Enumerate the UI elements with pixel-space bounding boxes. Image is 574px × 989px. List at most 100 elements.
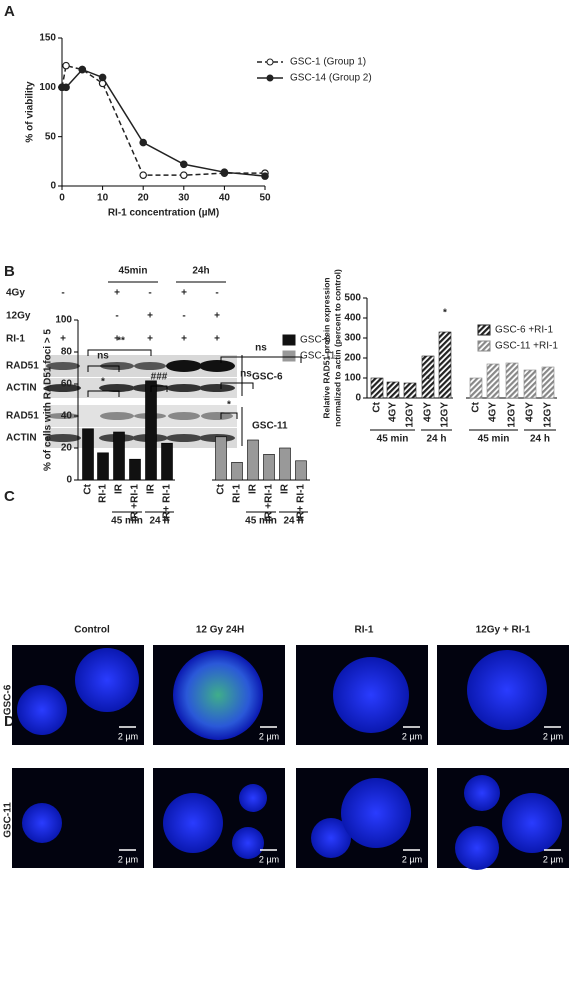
treatment-label: RI-1 xyxy=(6,334,25,345)
treatment-sign: - xyxy=(115,311,118,322)
legend-marker xyxy=(266,58,274,66)
group-label: 45 min xyxy=(245,516,277,527)
significance-bracket xyxy=(220,356,302,363)
row-label: GSC-11 xyxy=(3,802,14,838)
data-point xyxy=(139,171,148,179)
nucleus xyxy=(163,793,223,853)
data-point xyxy=(180,160,188,169)
bar xyxy=(523,369,537,399)
panel-letter: C xyxy=(4,488,15,505)
nucleus xyxy=(455,826,499,870)
x-tick-label: Ct xyxy=(83,483,94,494)
treatment-sign: + xyxy=(147,311,153,322)
y-tick-label: 0 xyxy=(50,181,56,192)
nucleus xyxy=(311,818,351,858)
legend-marker xyxy=(266,74,274,82)
band-label: ACTIN xyxy=(6,433,37,444)
nucleus xyxy=(232,827,264,859)
nucleus xyxy=(17,685,67,735)
cell-line-label: GSC-6 xyxy=(252,372,283,383)
row-label: GSC-6 xyxy=(3,684,14,715)
treatment-label: 4Gy xyxy=(6,288,25,299)
significance-bracket xyxy=(150,385,168,392)
x-tick-label: 0 xyxy=(59,193,65,204)
significance-label: * xyxy=(443,308,447,319)
bar xyxy=(82,428,94,481)
panel-letter: D xyxy=(4,713,15,730)
y-tick-label: 20 xyxy=(61,443,73,454)
x-tick-label: 50 xyxy=(259,193,271,204)
x-tick-label: 4GY xyxy=(423,402,434,422)
y-tick-label: 80 xyxy=(61,347,73,358)
data-point xyxy=(220,168,229,176)
x-tick-label: IR +RI-1 xyxy=(130,484,141,522)
y-tick-label: 100 xyxy=(55,315,72,326)
time-label: 24h xyxy=(192,266,209,277)
nucleus xyxy=(333,657,409,733)
y-tick-label: 100 xyxy=(344,373,361,384)
bar xyxy=(263,454,275,481)
significance-label: ### xyxy=(151,372,168,383)
legend-label: GSC-14 (Group 2) xyxy=(290,73,372,84)
treatment-sign: + xyxy=(114,334,120,345)
bar xyxy=(113,431,125,481)
panel-letter: A xyxy=(4,3,15,20)
scale-bar-label: 2 µm xyxy=(118,731,138,741)
y-tick-label: 0 xyxy=(66,475,72,486)
data-point xyxy=(98,73,107,82)
y-tick-label: 200 xyxy=(344,353,361,364)
y-tick-label: 100 xyxy=(39,82,56,93)
treatment-sign: + xyxy=(60,334,66,345)
significance-label: ns xyxy=(240,369,252,380)
scale-bar-label: 2 µm xyxy=(118,854,138,864)
significance-bracket xyxy=(87,349,152,356)
x-tick-label: 12GY xyxy=(440,402,451,428)
x-tick-label: IR +RI-1 xyxy=(264,484,275,522)
group-label: 45 min xyxy=(478,434,510,445)
legend-label: GSC-1 (Group 1) xyxy=(290,57,366,68)
data-point xyxy=(78,65,87,74)
x-tick-label: 40 xyxy=(219,193,231,204)
bar xyxy=(438,331,452,399)
legend-label: GSC-6 +RI-1 xyxy=(495,325,554,336)
x-tick-label: 12GY xyxy=(405,402,416,428)
legend-label: GSC-11 xyxy=(300,351,336,362)
group-label: 24 h xyxy=(530,434,550,445)
treatment-sign: - xyxy=(61,288,64,299)
band-label: RAD51 xyxy=(6,361,39,372)
x-tick-label: 4GY xyxy=(488,402,499,422)
x-tick-label: RI-1 xyxy=(232,484,243,503)
x-tick-label: 12GY xyxy=(543,402,554,428)
column-label: Control xyxy=(74,625,110,636)
treatment-sign: + xyxy=(181,288,187,299)
bar xyxy=(161,442,173,481)
y-axis-label: Relative RAD51 protein expression xyxy=(321,277,331,418)
significance-label: ** xyxy=(117,336,125,347)
band-label: RAD51 xyxy=(6,411,39,422)
column-label: RI-1 xyxy=(355,625,374,636)
nucleus xyxy=(75,648,139,712)
bar xyxy=(421,355,435,399)
bar xyxy=(247,439,259,481)
cell-line-label: GSC-11 xyxy=(252,421,288,432)
significance-bracket xyxy=(87,365,120,372)
legend-swatch xyxy=(477,340,491,352)
bar xyxy=(403,382,417,399)
x-tick-label: 10 xyxy=(97,193,109,204)
x-tick-label: Ct xyxy=(216,483,227,494)
x-tick-label: Ct xyxy=(471,401,482,412)
significance-label: ns xyxy=(97,351,109,362)
bar xyxy=(370,377,384,399)
x-tick-label: 20 xyxy=(138,193,150,204)
treatment-label: 12Gy xyxy=(6,311,31,322)
western-blot xyxy=(45,281,243,448)
treatment-sign: + xyxy=(147,334,153,345)
treatment-sign: - xyxy=(148,288,151,299)
nucleus xyxy=(502,793,562,853)
scale-bar-label: 2 µm xyxy=(259,731,279,741)
legend-label: GSC-11 +RI-1 xyxy=(495,341,558,352)
x-tick-label: 4GY xyxy=(525,402,536,422)
bar xyxy=(486,363,500,399)
nucleus xyxy=(467,650,547,730)
